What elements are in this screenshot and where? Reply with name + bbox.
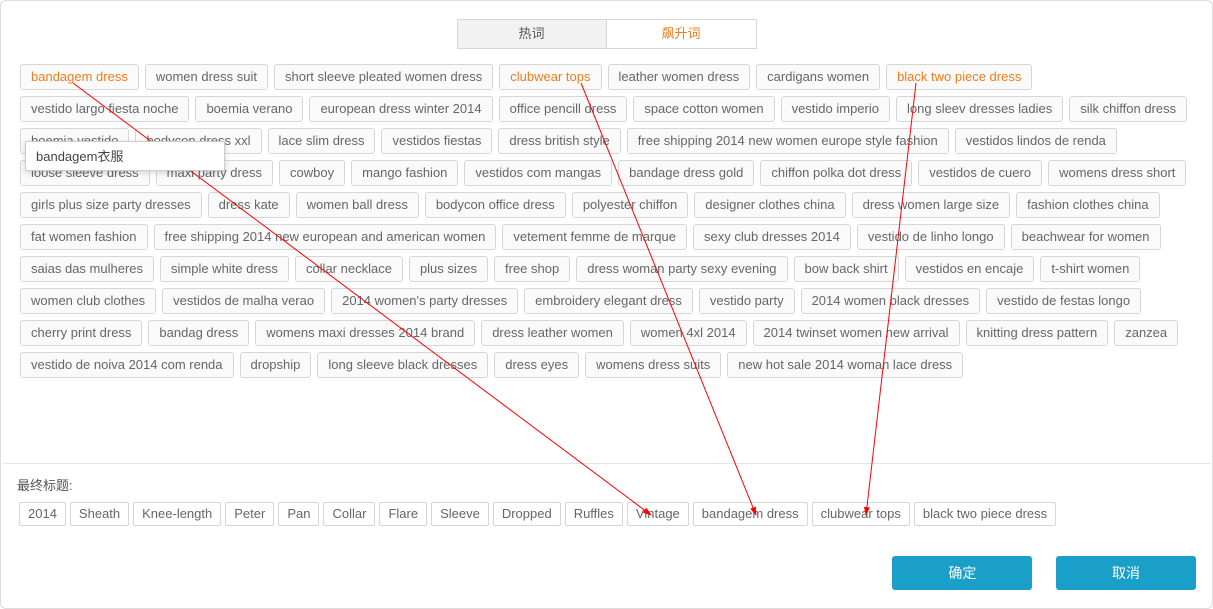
- keyword-tag[interactable]: mango fashion: [351, 160, 458, 186]
- keyword-tag[interactable]: bandagem dress: [20, 64, 139, 90]
- keyword-tag[interactable]: short sleeve pleated women dress: [274, 64, 493, 90]
- keyword-tag[interactable]: free shipping 2014 new women europe styl…: [627, 128, 949, 154]
- final-tag[interactable]: Collar: [323, 502, 375, 526]
- keyword-tag[interactable]: vetement femme de marque: [502, 224, 687, 250]
- keyword-tag[interactable]: women dress suit: [145, 64, 268, 90]
- keyword-tag[interactable]: free shop: [494, 256, 570, 282]
- keyword-tag[interactable]: vestidos fiestas: [381, 128, 492, 154]
- keyword-tag[interactable]: bandag dress: [148, 320, 249, 346]
- dialog: 热词 飙升词 bandagem衣服 bandagem dresswomen dr…: [0, 0, 1213, 609]
- keyword-tag[interactable]: european dress winter 2014: [309, 96, 492, 122]
- keyword-tag[interactable]: vestidos lindos de renda: [955, 128, 1117, 154]
- keyword-tag[interactable]: plus sizes: [409, 256, 488, 282]
- keyword-tag[interactable]: designer clothes china: [694, 192, 845, 218]
- final-title-label: 最终标题:: [17, 475, 1196, 494]
- final-tag[interactable]: bandagem dress: [693, 502, 808, 526]
- keyword-tag[interactable]: vestido imperio: [781, 96, 890, 122]
- final-tag[interactable]: clubwear tops: [812, 502, 910, 526]
- keyword-tag[interactable]: fat women fashion: [20, 224, 148, 250]
- keyword-tag[interactable]: new hot sale 2014 woman lace dress: [727, 352, 963, 378]
- keyword-tag[interactable]: dress eyes: [494, 352, 579, 378]
- keyword-tag[interactable]: free shipping 2014 new european and amer…: [154, 224, 497, 250]
- final-tag[interactable]: Ruffles: [565, 502, 623, 526]
- keyword-tag[interactable]: 2014 women black dresses: [801, 288, 981, 314]
- keyword-tag[interactable]: vestido de linho longo: [857, 224, 1005, 250]
- keyword-tag[interactable]: vestidos en encaje: [905, 256, 1035, 282]
- keyword-tag[interactable]: womens dress suits: [585, 352, 721, 378]
- keyword-tag[interactable]: womens dress short: [1048, 160, 1186, 186]
- tag-tooltip: bandagem衣服: [25, 141, 225, 171]
- ok-button[interactable]: 确定: [892, 556, 1032, 590]
- keyword-tag[interactable]: black two piece dress: [886, 64, 1032, 90]
- keyword-tag[interactable]: dress kate: [208, 192, 290, 218]
- keyword-tag[interactable]: women 4xl 2014: [630, 320, 747, 346]
- keyword-tag[interactable]: womens maxi dresses 2014 brand: [255, 320, 475, 346]
- keyword-tag[interactable]: cardigans women: [756, 64, 880, 90]
- tab-rising[interactable]: 飙升词: [607, 19, 757, 49]
- keyword-tag[interactable]: vestidos de malha verao: [162, 288, 325, 314]
- tab-bar: 热词 飙升词: [1, 1, 1212, 49]
- keyword-tag[interactable]: bandage dress gold: [618, 160, 754, 186]
- keyword-tag[interactable]: saias das mulheres: [20, 256, 154, 282]
- keyword-tag[interactable]: 2014 twinset women new arrival: [753, 320, 960, 346]
- keyword-tag[interactable]: t-shirt women: [1040, 256, 1140, 282]
- final-tag-list: 2014SheathKnee-lengthPeterPanCollarFlare…: [17, 500, 1196, 528]
- final-tag[interactable]: Pan: [278, 502, 319, 526]
- final-tag[interactable]: Dropped: [493, 502, 561, 526]
- final-tag[interactable]: 2014: [19, 502, 66, 526]
- keyword-tag[interactable]: beachwear for women: [1011, 224, 1161, 250]
- keyword-tag[interactable]: chiffon polka dot dress: [760, 160, 912, 186]
- keyword-tag[interactable]: bodycon office dress: [425, 192, 566, 218]
- keyword-tag[interactable]: long sleeve black dresses: [317, 352, 488, 378]
- final-tag[interactable]: Vintage: [627, 502, 689, 526]
- final-tag[interactable]: black two piece dress: [914, 502, 1056, 526]
- keyword-tag[interactable]: dress women large size: [852, 192, 1011, 218]
- keyword-tag[interactable]: vestidos com mangas: [464, 160, 612, 186]
- tab-hot[interactable]: 热词: [457, 19, 607, 49]
- keyword-tag[interactable]: collar necklace: [295, 256, 403, 282]
- keyword-tag[interactable]: cherry print dress: [20, 320, 142, 346]
- keyword-tag[interactable]: silk chiffon dress: [1069, 96, 1187, 122]
- cancel-button[interactable]: 取消: [1056, 556, 1196, 590]
- keyword-tag[interactable]: dress woman party sexy evening: [576, 256, 787, 282]
- keyword-tag[interactable]: vestido largo fiesta noche: [20, 96, 189, 122]
- final-tag[interactable]: Sheath: [70, 502, 129, 526]
- final-tag[interactable]: Peter: [225, 502, 274, 526]
- keyword-tag[interactable]: clubwear tops: [499, 64, 601, 90]
- keyword-tag[interactable]: women ball dress: [296, 192, 419, 218]
- keyword-tag[interactable]: embroidery elegant dress: [524, 288, 693, 314]
- keyword-tag[interactable]: vestido de noiva 2014 com renda: [20, 352, 234, 378]
- tag-cloud: bandagem衣服 bandagem dresswomen dress sui…: [1, 49, 1212, 381]
- final-tag[interactable]: Sleeve: [431, 502, 489, 526]
- keyword-tag[interactable]: boemia verano: [195, 96, 303, 122]
- keyword-tag[interactable]: vestido de festas longo: [986, 288, 1141, 314]
- keyword-tag[interactable]: sexy club dresses 2014: [693, 224, 851, 250]
- keyword-tag[interactable]: vestidos de cuero: [918, 160, 1042, 186]
- divider: [3, 463, 1210, 464]
- keyword-tag[interactable]: dress leather women: [481, 320, 624, 346]
- keyword-tag[interactable]: fashion clothes china: [1016, 192, 1159, 218]
- keyword-tag[interactable]: girls plus size party dresses: [20, 192, 202, 218]
- keyword-tag[interactable]: bow back shirt: [794, 256, 899, 282]
- keyword-tag[interactable]: polyester chiffon: [572, 192, 688, 218]
- dialog-footer: 确定 取消: [872, 556, 1196, 590]
- final-tag[interactable]: Flare: [379, 502, 427, 526]
- keyword-tag[interactable]: long sleev dresses ladies: [896, 96, 1063, 122]
- keyword-tag[interactable]: knitting dress pattern: [966, 320, 1109, 346]
- keyword-tag[interactable]: leather women dress: [608, 64, 751, 90]
- keyword-tag[interactable]: dropship: [240, 352, 312, 378]
- keyword-tag[interactable]: office pencill dress: [499, 96, 628, 122]
- keyword-tag[interactable]: cowboy: [279, 160, 345, 186]
- keyword-tag[interactable]: zanzea: [1114, 320, 1178, 346]
- keyword-tag[interactable]: space cotton women: [633, 96, 774, 122]
- final-tag[interactable]: Knee-length: [133, 502, 221, 526]
- final-title-block: 最终标题: 2014SheathKnee-lengthPeterPanColla…: [17, 475, 1196, 528]
- keyword-tag[interactable]: simple white dress: [160, 256, 289, 282]
- keyword-tag[interactable]: dress british style: [498, 128, 620, 154]
- keyword-tag[interactable]: vestido party: [699, 288, 795, 314]
- keyword-tag[interactable]: 2014 women's party dresses: [331, 288, 518, 314]
- keyword-tag[interactable]: women club clothes: [20, 288, 156, 314]
- keyword-tag[interactable]: lace slim dress: [268, 128, 376, 154]
